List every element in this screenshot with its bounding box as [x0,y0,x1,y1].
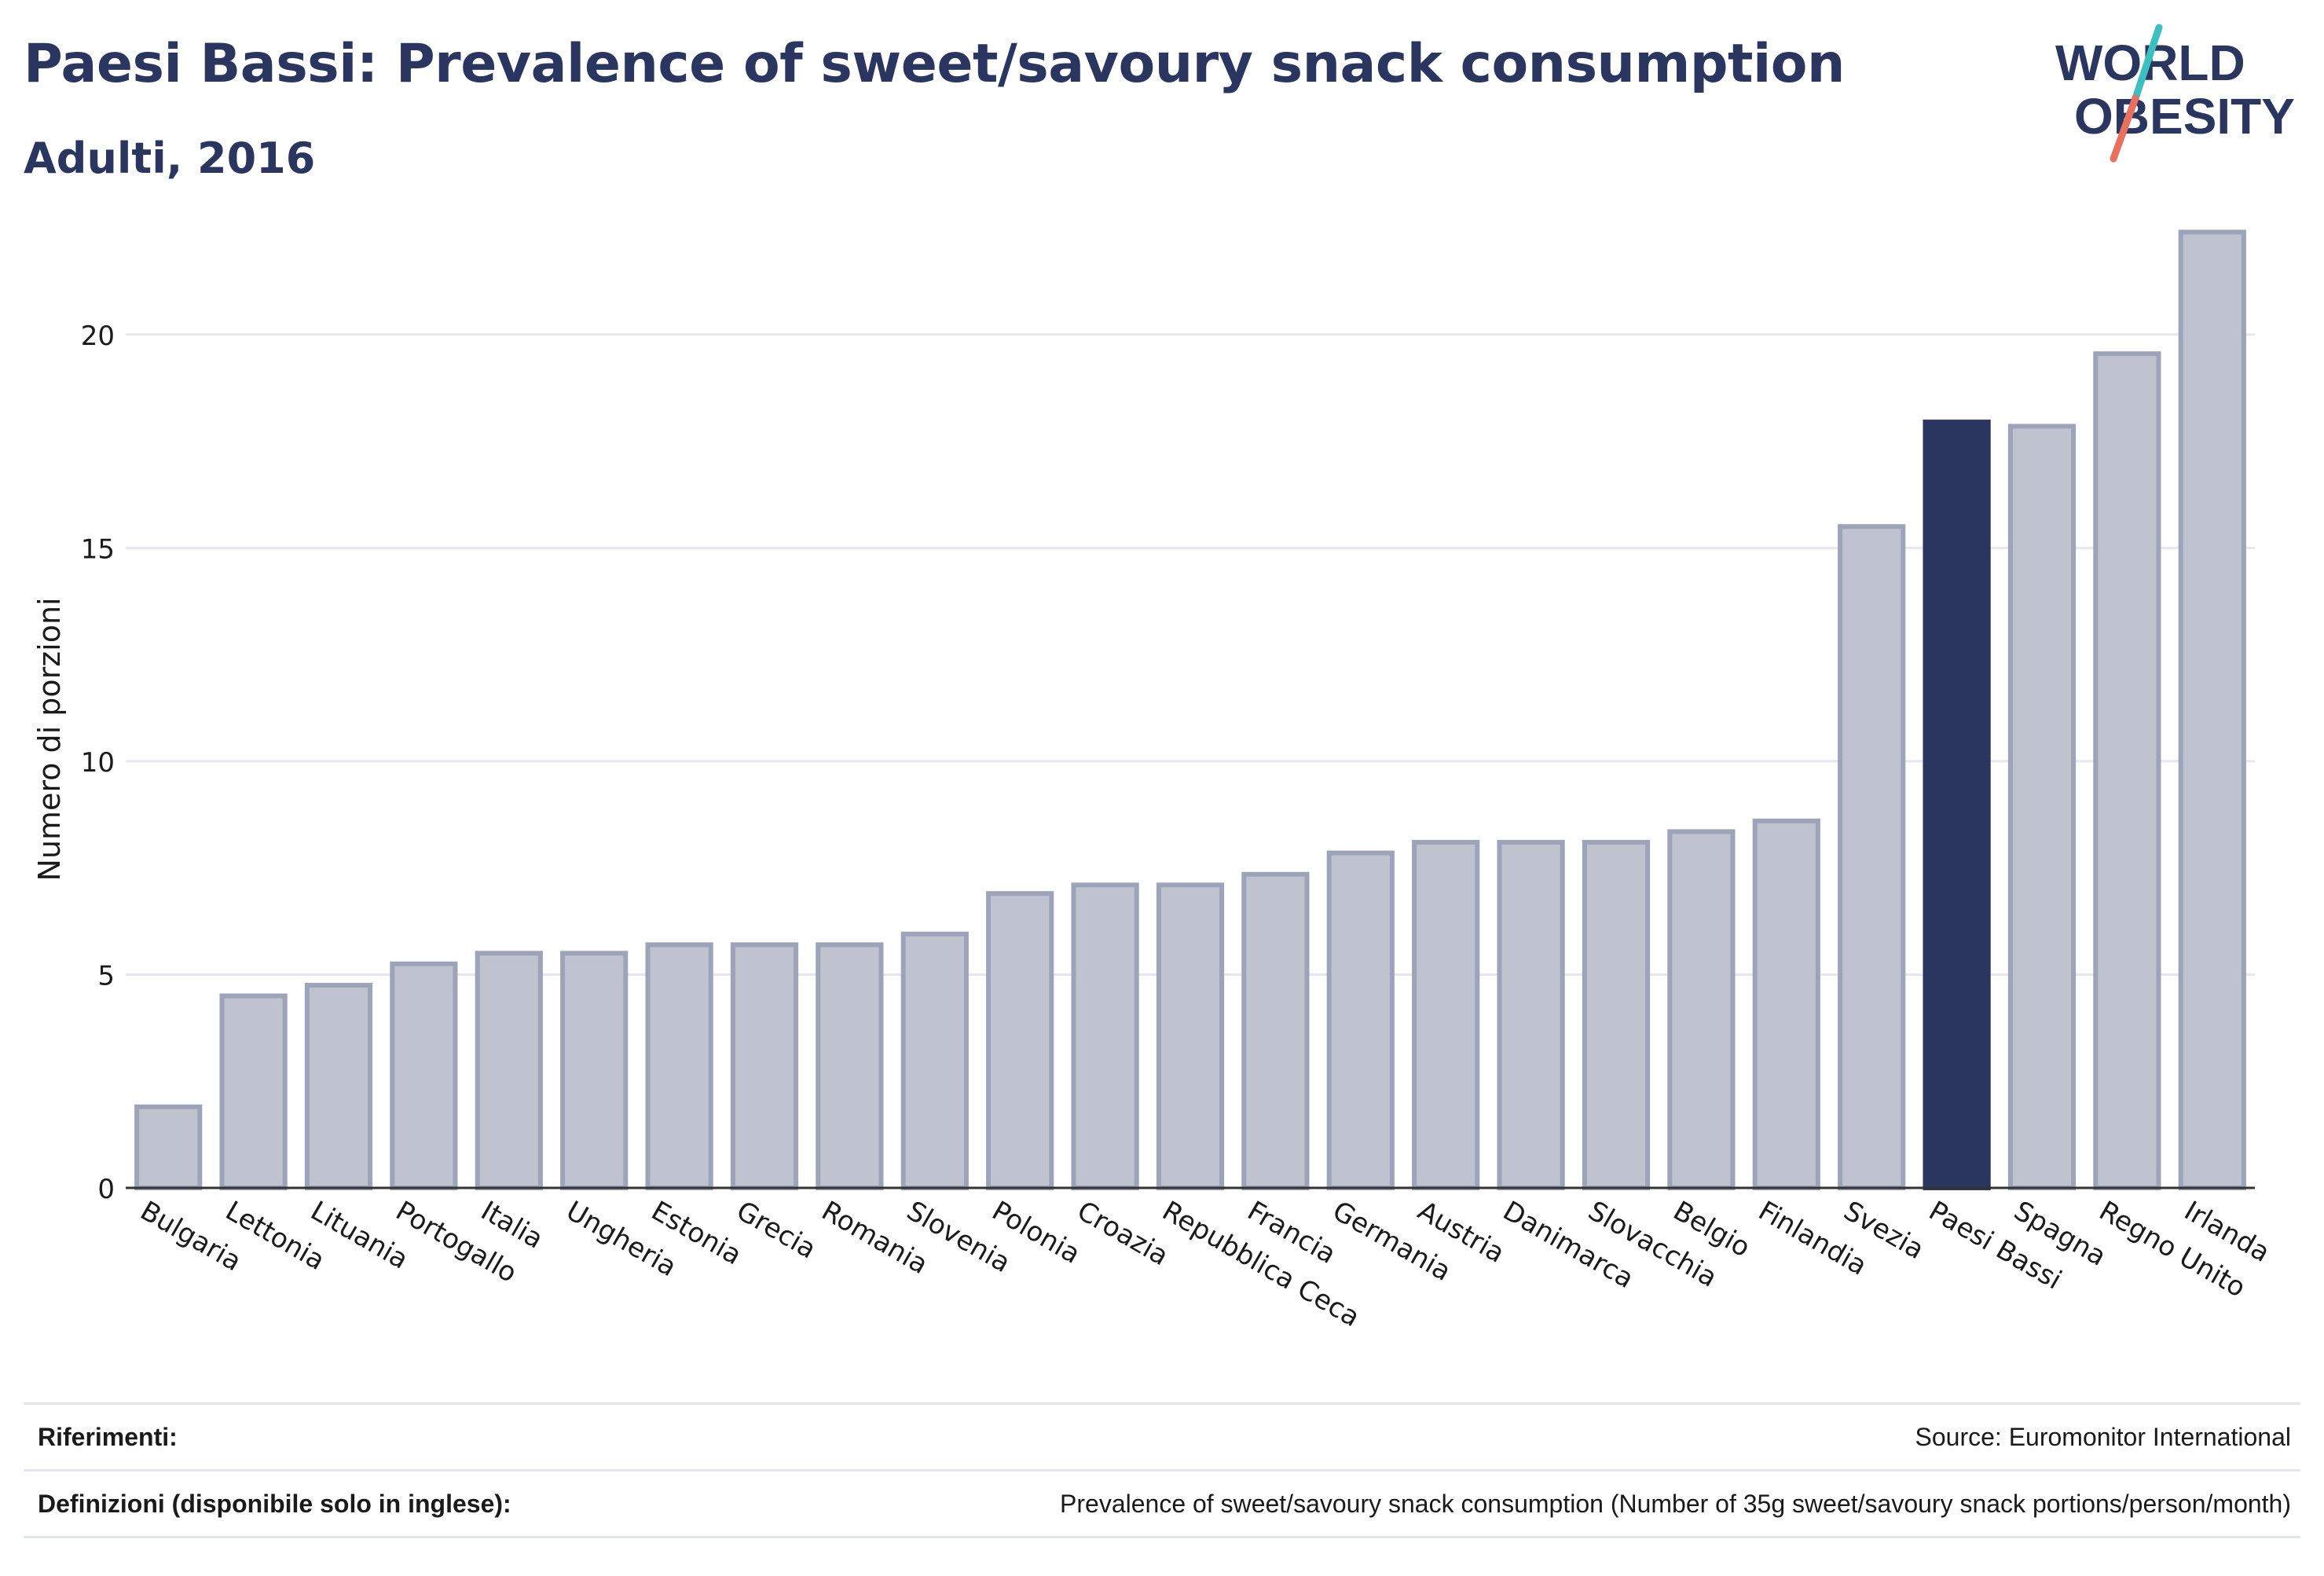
bar-estonia [645,942,713,1190]
references-value: Source: Euromonitor International [1915,1422,2291,1451]
y-tick-label: 15 [81,533,115,565]
bar-lettonia [219,993,288,1190]
definitions-value: Prevalence of sweet/savoury snack consum… [1060,1489,2291,1518]
bar-paesi-bassi [1923,420,1991,1190]
logo-slash-top [2132,24,2163,102]
bars [134,229,2246,1191]
references-label: Riferimenti: [38,1422,178,1451]
bar-portogallo [390,961,458,1191]
bar-croazia [1071,882,1139,1190]
bar-regno-unito [2093,351,2161,1190]
bar-finlandia [1752,818,1820,1190]
logo-slash-bottom [2110,94,2139,163]
y-axis-title: Numero di porzioni [32,597,67,881]
bar-svezia [1838,524,1906,1190]
y-tick-label: 10 [81,747,115,779]
world-obesity-logo: WORLD OBESITY [2055,24,2295,163]
y-axis-ticks: 0 5 10 15 20 [81,321,115,1205]
bar-ungheria [560,951,629,1191]
x-tick-label: Croazia [1072,1195,1174,1272]
bar-germania [1326,850,1395,1191]
bar-francia [1241,871,1310,1191]
bar-belgio [1667,829,1736,1190]
chart-footer: Riferimenti: Source: Euromonitor Interna… [24,1402,2300,1538]
y-tick-label: 5 [97,960,115,991]
bar-repubblica-ceca [1156,882,1225,1190]
bar-romania [816,942,884,1190]
x-tick-label: Grecia [731,1195,822,1265]
y-tick-label: 0 [97,1174,115,1205]
bar-lituania [304,983,373,1190]
x-axis-labels: BulgariaLettoniaLituaniaPortogalloItalia… [135,1195,2275,1333]
chart-title: Paesi Bassi: Prevalence of sweet/savoury… [24,33,1845,95]
bar-spagna [2007,423,2077,1190]
definitions-label: Definizioni (disponibile solo in inglese… [38,1489,511,1518]
bar-chart: 0 5 10 15 20 BulgariaLettoniaLituaniaPortoga… [32,229,2275,1333]
y-tick-label: 20 [81,321,115,352]
definitions-row: Definizioni (disponibile solo in inglese… [24,1469,2300,1538]
bar-irlanda [2178,229,2246,1190]
references-row: Riferimenti: Source: Euromonitor Interna… [24,1402,2300,1469]
bar-slovenia [900,931,969,1190]
bar-slovacchia [1582,840,1651,1190]
bar-danimarca [1497,840,1565,1190]
bar-polonia [986,891,1054,1190]
chart-subtitle: Adulti, 2016 [24,134,316,183]
logo-text-obesity: OBESITY [2074,88,2295,145]
bar-bulgaria [134,1104,203,1190]
bar-austria [1412,840,1480,1190]
bar-italia [475,951,543,1191]
bar-grecia [730,942,799,1190]
